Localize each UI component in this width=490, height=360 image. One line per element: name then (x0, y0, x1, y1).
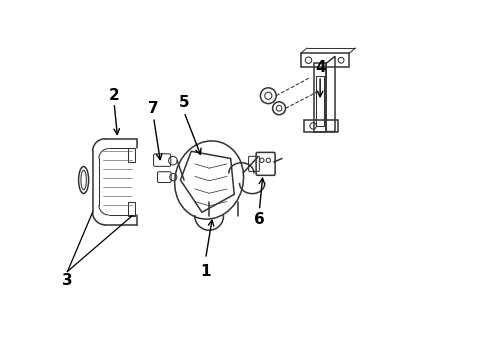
Bar (314, 63, 326, 132)
Text: 3: 3 (62, 273, 73, 288)
Text: 5: 5 (179, 95, 189, 111)
Bar (300, 53, 349, 67)
Bar (128, 202, 135, 216)
Bar (317, 76, 324, 126)
Text: 2: 2 (109, 88, 120, 103)
Bar (128, 148, 135, 162)
Text: 1: 1 (200, 264, 211, 279)
Bar (304, 120, 338, 132)
Text: 7: 7 (148, 101, 159, 116)
Text: 4: 4 (315, 59, 325, 75)
Text: 6: 6 (254, 212, 265, 227)
